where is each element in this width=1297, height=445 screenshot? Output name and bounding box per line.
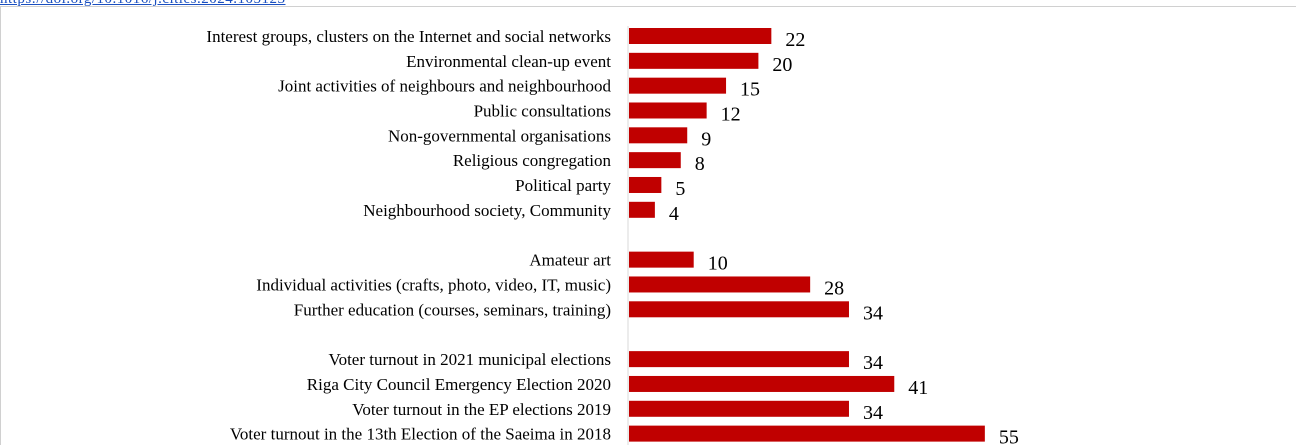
data-label: 4 <box>669 203 679 225</box>
category-label: Public consultations <box>474 101 611 120</box>
bar <box>629 152 681 169</box>
data-label: 5 <box>675 178 685 200</box>
data-label: 15 <box>740 79 760 101</box>
data-label: 8 <box>695 153 705 175</box>
data-label: 12 <box>721 103 741 125</box>
data-label: 34 <box>863 352 883 374</box>
data-label: 9 <box>701 128 711 150</box>
data-label: 28 <box>824 277 844 299</box>
bar <box>629 301 849 318</box>
data-label: 34 <box>863 302 883 324</box>
data-label: 10 <box>708 253 728 275</box>
bar <box>629 176 662 193</box>
bar <box>629 276 811 293</box>
doi-link[interactable]: https://doi.org/10.1016/j.cities.2024.10… <box>0 0 285 8</box>
category-label: Individual activities (crafts, photo, vi… <box>256 275 611 294</box>
bar <box>629 351 849 368</box>
bar <box>629 425 985 442</box>
category-label: Non-governmental organisations <box>388 126 611 145</box>
bar <box>629 201 655 218</box>
category-label: Amateur art <box>529 251 611 270</box>
chart-frame <box>0 6 1296 445</box>
category-label: Neighbourhood society, Community <box>363 201 611 220</box>
bar <box>629 52 759 69</box>
bar <box>629 251 694 268</box>
category-label: Joint activities of neighbours and neigh… <box>278 77 611 96</box>
bar <box>629 127 688 144</box>
bar <box>629 28 772 44</box>
data-label: 20 <box>772 54 792 76</box>
data-label: 22 <box>785 29 805 51</box>
bar <box>629 102 707 119</box>
data-label: 55 <box>999 427 1019 445</box>
bar <box>629 77 727 94</box>
bar <box>629 375 895 392</box>
category-label: Interest groups, clusters on the Interne… <box>206 27 611 46</box>
category-label: Voter turnout in 2021 municipal election… <box>328 350 611 369</box>
data-label: 34 <box>863 402 883 424</box>
category-label: Environmental clean-up event <box>406 52 611 71</box>
category-label: Voter turnout in the 13th Election of th… <box>230 425 611 444</box>
category-label: Political party <box>515 176 611 195</box>
data-label: 41 <box>908 377 928 399</box>
bar <box>629 400 849 417</box>
category-label: Riga City Council Emergency Election 202… <box>307 375 611 394</box>
category-label: Voter turnout in the EP elections 2019 <box>352 400 611 419</box>
category-label: Further education (courses, seminars, tr… <box>294 300 611 319</box>
category-label: Religious congregation <box>453 151 612 170</box>
